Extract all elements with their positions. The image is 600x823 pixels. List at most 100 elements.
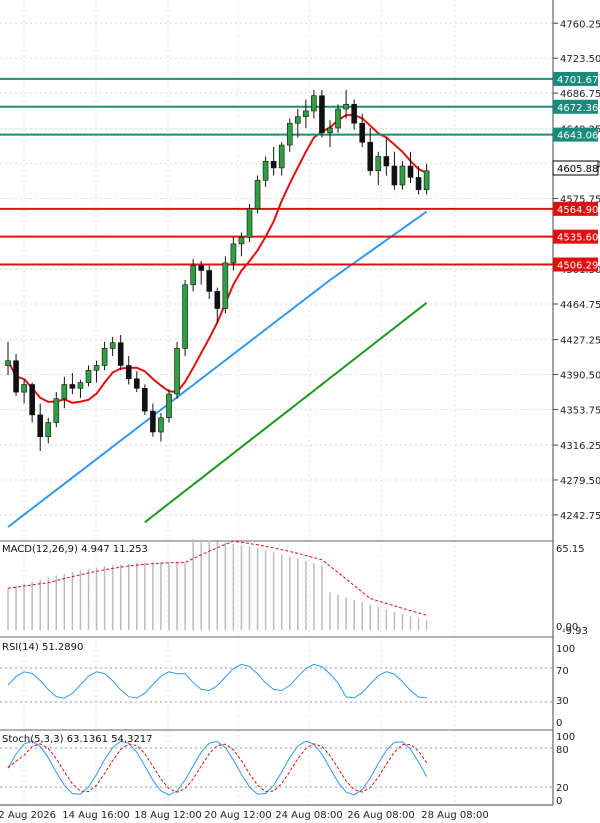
candle-body (399, 165, 406, 186)
macd-label: MACD(12,26,9) 4.947 11.253 (2, 544, 148, 555)
candle-body (13, 360, 19, 393)
candle-body (37, 414, 44, 438)
candle-body (125, 365, 132, 380)
candle-body (85, 369, 92, 383)
candle-body (21, 384, 27, 393)
macd-axis-top: 65.15 (556, 544, 585, 555)
price-level-label: 4643.06 (557, 131, 598, 142)
current-price-label: 4605.88 (552, 160, 599, 176)
candle-body (278, 144, 285, 169)
candle-body (335, 108, 341, 129)
candle-body (319, 95, 325, 134)
candle-body (230, 243, 237, 264)
price-tick-label: 4575.75 (560, 195, 600, 206)
candle-body (101, 348, 108, 366)
candle-body (238, 236, 245, 245)
candle-body (142, 387, 148, 412)
candle-body (270, 160, 277, 169)
price-tick-label: 4464.75 (560, 300, 600, 311)
candle-body (134, 378, 140, 389)
stoch-tick-label: 0 (556, 796, 562, 807)
stoch-tick-label: 80 (556, 745, 569, 756)
candle-body (246, 208, 253, 238)
time-tick-label: 28 Aug 08:00 (421, 810, 488, 821)
time-tick-label: 26 Aug 08:00 (347, 810, 414, 821)
candle-body (214, 291, 221, 309)
candle-body (69, 384, 76, 389)
candle-body (222, 262, 229, 309)
candle-body (61, 384, 68, 400)
price-tick-label: 4353.75 (560, 405, 600, 416)
price-tick-label: 4279.50 (560, 476, 600, 487)
macd-histogram (7, 538, 428, 630)
price-level-box (553, 257, 598, 272)
candle-body (206, 270, 213, 292)
stoch-d-line (7, 743, 428, 793)
time-tick-label: 24 Aug 08:00 (275, 810, 342, 821)
candle-body (45, 422, 52, 438)
candle-body (190, 265, 196, 286)
candle-body (93, 365, 100, 371)
candle-body (150, 410, 156, 433)
candle-body (5, 360, 11, 366)
price-level-label: 4564.90 (557, 205, 598, 216)
price-level-label: 4535.60 (557, 233, 598, 244)
price-tick-label: 4427.25 (560, 336, 600, 347)
price-level-label: 4506.29 (557, 261, 598, 272)
price-level-label: 4701.67 (557, 75, 598, 86)
candle-body (117, 342, 124, 366)
time-tick-label: 14 Aug 16:00 (62, 810, 129, 821)
price-tick-label: 4390.50 (560, 371, 600, 382)
price-level-box (553, 99, 598, 114)
rsi-label: RSI(14) 51.2890 (2, 642, 83, 653)
rsi-axis-ticks: 100 70 30 0 (556, 644, 575, 729)
grid (0, 0, 553, 805)
price-tick-label: 4242.75 (560, 511, 600, 522)
rsi-line (7, 663, 427, 699)
candles (5, 90, 430, 451)
candle-body (351, 103, 357, 124)
ma-mid-line (7, 210, 428, 528)
time-tick-label: 18 Aug 12:00 (134, 810, 201, 821)
candle-body (327, 127, 333, 134)
price-level-label: 4672.36 (557, 103, 598, 114)
candle-body (423, 170, 430, 191)
price-levels (0, 77, 553, 266)
candle-body (254, 179, 261, 210)
candle-body (166, 393, 172, 419)
candle-body (109, 342, 116, 349)
candle-body (53, 398, 60, 423)
price-tick-label: 4686.75 (560, 89, 600, 100)
stoch-k-line (7, 740, 428, 796)
candle-body (198, 265, 204, 271)
macd-axis-zero: 0.00 (556, 622, 578, 633)
candle-body (174, 348, 180, 395)
level-labels: 4701.67 4672.36 4643.06 4564.90 4535.60 4506.… (553, 71, 598, 272)
candle-body (77, 382, 84, 389)
stoch-axis-ticks: 100 80 20 0 (556, 732, 575, 807)
macd-axis-min: -9.93 (562, 626, 588, 637)
price-level-box (553, 71, 598, 86)
rsi-tick-label: 30 (556, 696, 569, 707)
price-tick-label: 4723.50 (560, 54, 600, 65)
candle-body (407, 165, 414, 178)
candle-body (367, 141, 374, 172)
rsi-tick-label: 100 (556, 644, 575, 655)
candle-body (29, 384, 35, 416)
candle-body (359, 122, 366, 143)
candle-body (375, 156, 382, 172)
candle-body (383, 156, 390, 167)
stoch-label: Stoch(5,3,3) 63.1361 54.3217 (2, 734, 153, 745)
candle-body (303, 110, 309, 117)
current-price-text: 4605.88 (557, 164, 598, 175)
ma-long-line (144, 302, 428, 524)
ma-short-line (7, 114, 428, 404)
rsi-tick-label: 70 (556, 666, 569, 677)
price-tick-label: 4316.25 (560, 441, 600, 452)
rsi-tick-label: 0 (556, 718, 562, 729)
candle-body (415, 177, 422, 191)
candle-body (391, 165, 398, 186)
macd-signal-line (7, 540, 427, 616)
